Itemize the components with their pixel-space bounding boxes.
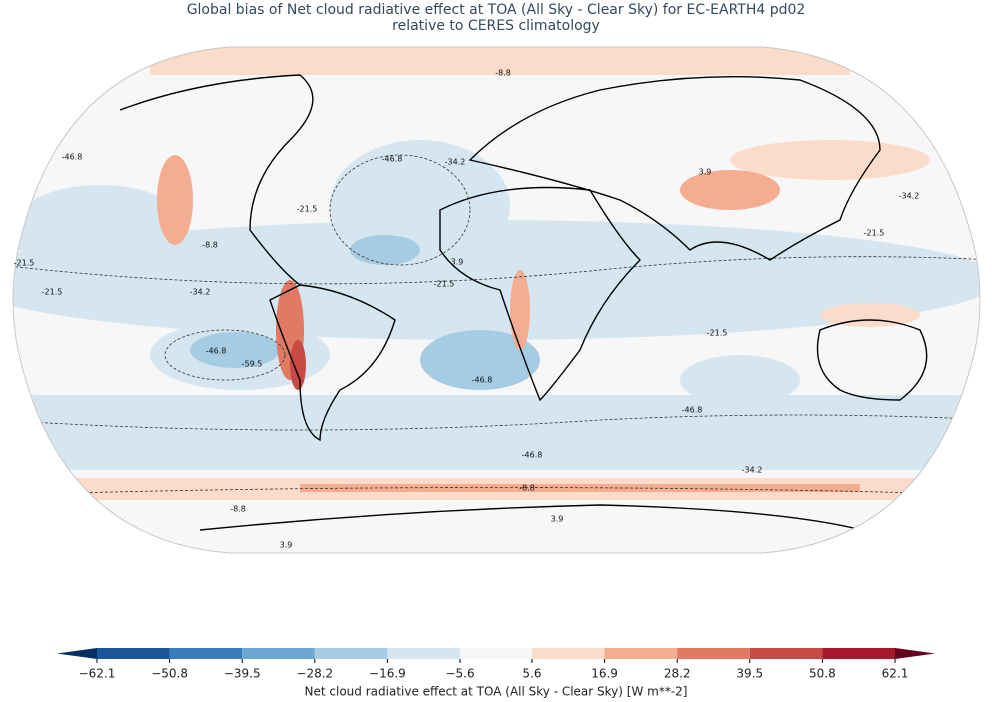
colorbar-tick-label: 16.9 <box>591 667 618 681</box>
colorbar-tick-label: −39.5 <box>224 667 261 681</box>
colorbar-tick-label: 39.5 <box>736 667 763 681</box>
colorbar-over <box>895 648 935 659</box>
colorbar-label: Net cloud radiative effect at TOA (All S… <box>305 685 688 699</box>
map-frame <box>12 46 981 554</box>
colorbar-tick-label: −28.2 <box>296 667 333 681</box>
contour-label: -21.5 <box>297 205 318 214</box>
colorbar-tick-label: 50.8 <box>809 667 836 681</box>
subtitle: relative to CERES climatology <box>392 18 600 34</box>
contour-label: -34.2 <box>190 288 211 297</box>
contour-label: -8.8 <box>230 505 246 514</box>
title: Global bias of Net cloud radiative effec… <box>187 2 806 18</box>
contour-label: -8.8 <box>202 241 218 250</box>
colorbar-tick-label: −16.9 <box>369 667 406 681</box>
contour-label: -34.2 <box>445 158 466 167</box>
contour-label: -46.8 <box>682 406 703 415</box>
contour-label: 3.9 <box>699 168 712 177</box>
colorbar-segment <box>387 648 461 659</box>
contour-label: -46.8 <box>206 347 227 356</box>
colorbar-tick-label: −5.6 <box>445 667 474 681</box>
contour-label: -21.5 <box>14 259 35 268</box>
contour-label: -34.2 <box>742 466 763 475</box>
contour-label: -59.5 <box>242 360 263 369</box>
contour-label: -34.2 <box>899 192 920 201</box>
contour-label: 3.9 <box>451 258 464 267</box>
colorbar-segment <box>97 648 170 659</box>
colorbar-under <box>57 648 97 659</box>
colorbar-tick-label: 5.6 <box>522 667 541 681</box>
map <box>13 47 980 553</box>
colorbar-tick-label: −50.8 <box>151 667 188 681</box>
contour-label: -21.5 <box>42 288 63 297</box>
contour-label: 3.9 <box>551 515 564 524</box>
colorbar-tick-label: 28.2 <box>664 667 691 681</box>
colorbar: −62.1 −50.8 −39.5 −28.2 −16.9 −5.6 5.6 16.9 28.2… <box>57 648 935 681</box>
contour-label: -46.8 <box>472 376 493 385</box>
colorbar-segment <box>531 648 605 659</box>
contour-label: -8.8 <box>495 69 511 78</box>
colorbar-segment <box>169 648 243 659</box>
colorbar-tick-label: −62.1 <box>79 667 116 681</box>
contour-label: 3.9 <box>280 541 293 550</box>
contour-label: -21.5 <box>707 329 728 338</box>
colorbar-segment <box>314 648 388 659</box>
contour-label: -46.8 <box>382 155 403 164</box>
colorbar-segment <box>677 648 750 659</box>
contour-label: -46.8 <box>522 451 543 460</box>
colorbar-segment <box>604 648 678 659</box>
contour-label: -46.8 <box>62 153 83 162</box>
colorbar-segment <box>242 648 315 659</box>
contour-label: -21.5 <box>434 280 455 289</box>
colorbar-segment <box>749 648 823 659</box>
colorbar-tick-label: 62.1 <box>882 667 909 681</box>
contour-label: -21.5 <box>864 229 885 238</box>
colorbar-segment <box>822 648 895 659</box>
colorbar-segment <box>460 648 532 659</box>
contour-labels: -46.8 -46.8 -46.8 -46.8 -46.8 -46.8 -34.2 -34.2… <box>14 69 920 550</box>
contour-label: -8.8 <box>519 484 535 493</box>
